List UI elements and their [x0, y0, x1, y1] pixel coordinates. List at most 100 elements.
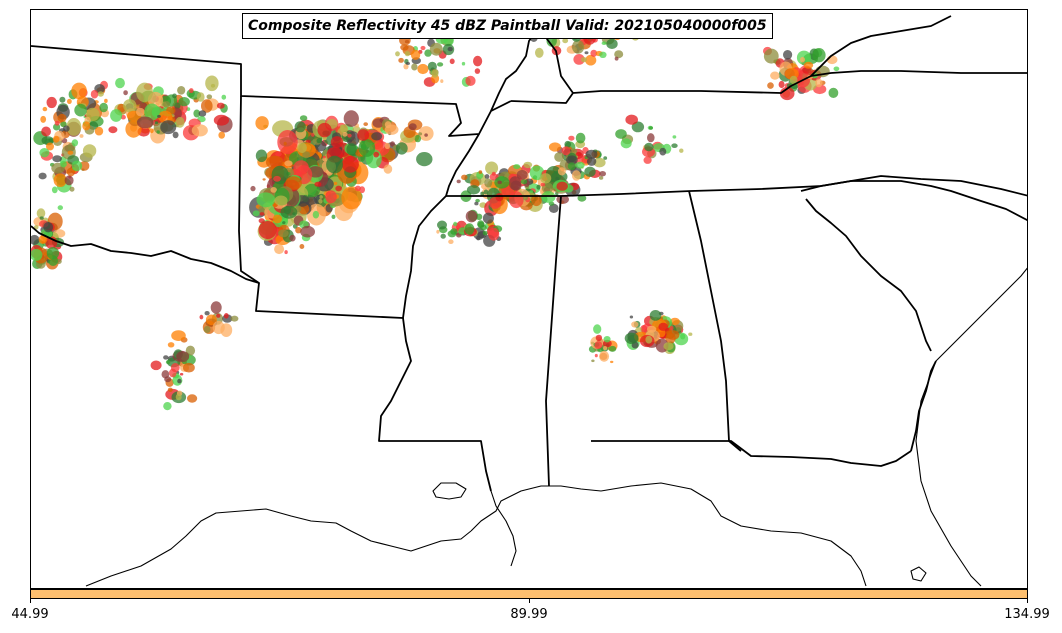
echo-blob — [272, 214, 283, 224]
echo-blob — [39, 216, 44, 220]
echo-blob — [179, 372, 184, 376]
state-borders — [31, 15, 1027, 492]
echo-blob — [284, 250, 288, 255]
echo-blob — [67, 150, 74, 155]
echo-blob — [497, 180, 502, 185]
echo-blob — [278, 229, 289, 238]
echo-blob — [335, 185, 342, 192]
echo-blob — [474, 68, 481, 74]
echo-blob — [812, 48, 826, 63]
echo-blob — [495, 193, 504, 202]
echo-blob — [400, 44, 409, 51]
mississippi-delta — [490, 490, 517, 567]
echo-blob — [645, 335, 653, 344]
echo-blob — [767, 82, 774, 89]
echo-blob — [465, 210, 478, 223]
echo-blob — [620, 138, 632, 149]
echo-blob — [603, 346, 608, 351]
echo-blob — [540, 182, 546, 187]
border-alabama-georgia — [688, 190, 742, 452]
echo-blob — [416, 152, 433, 167]
echo-blob — [162, 101, 171, 108]
echo-blob — [828, 87, 839, 98]
echo-blob — [110, 109, 123, 122]
echo-blob — [466, 185, 481, 195]
colorbar — [30, 589, 1028, 599]
echo-blob — [371, 132, 383, 141]
echo-blob — [447, 46, 453, 52]
echo-blob — [410, 49, 421, 61]
echo-blob — [580, 57, 587, 63]
atlantic-coast-carolinas — [935, 267, 1027, 362]
echo-blob — [573, 54, 585, 65]
echo-blob — [201, 99, 213, 113]
echo-blob — [540, 173, 552, 184]
echo-blob — [424, 133, 428, 137]
echo-blob — [516, 169, 528, 180]
echo-blob — [440, 233, 446, 239]
echo-blob — [167, 342, 175, 348]
echo-blob — [115, 77, 125, 89]
echo-blob — [529, 190, 534, 194]
echo-blob — [265, 155, 284, 169]
echo-blob — [340, 124, 344, 129]
echo-blob — [230, 315, 239, 322]
echo-blob — [205, 75, 219, 92]
echo-blob — [258, 218, 265, 224]
echo-blob — [629, 315, 634, 319]
echo-blob — [484, 178, 493, 188]
echo-blob — [270, 187, 278, 193]
echo-blob — [274, 244, 285, 255]
echo-blob — [475, 213, 483, 220]
echo-blob — [136, 107, 145, 117]
echo-blob — [669, 326, 674, 331]
coastline — [85, 267, 1027, 587]
echo-blob — [123, 99, 137, 113]
lake-okeechobee — [910, 566, 927, 582]
echo-blob — [74, 103, 87, 117]
echo-blob — [221, 94, 227, 100]
echo-blob — [41, 126, 51, 137]
echo-blob — [671, 143, 678, 148]
echo-blob — [314, 181, 322, 187]
echo-blob — [424, 49, 432, 57]
echo-blob — [663, 342, 674, 351]
echo-blob — [154, 121, 159, 125]
echo-blob — [318, 198, 323, 204]
echo-blob — [66, 118, 82, 136]
echo-blob — [31, 248, 43, 261]
echo-blob — [536, 184, 541, 190]
echo-blob — [57, 205, 63, 211]
echo-blob — [403, 63, 409, 70]
echo-blob — [478, 170, 483, 174]
echo-blob — [38, 235, 48, 244]
echo-blob — [476, 235, 481, 241]
echo-blob — [258, 221, 277, 239]
echo-blob — [770, 71, 780, 80]
echo-blob — [156, 130, 160, 134]
echo-blob — [57, 113, 67, 123]
echo-blob — [165, 360, 171, 365]
echo-blob — [603, 156, 608, 160]
echo-blob — [125, 120, 142, 138]
echo-blob — [404, 51, 411, 57]
echo-blob — [510, 180, 522, 191]
echo-blob — [218, 131, 225, 139]
echo-blob — [557, 167, 566, 176]
echo-blob — [672, 135, 677, 139]
colorbar-tick-right — [1027, 599, 1028, 603]
echo-blob — [123, 90, 128, 96]
echo-blob — [220, 323, 233, 337]
echo-blob — [357, 129, 370, 141]
echo-blob — [342, 131, 348, 137]
echo-blob — [255, 116, 269, 131]
echo-blob — [317, 122, 332, 138]
echo-blob — [71, 160, 83, 172]
echo-blob — [437, 62, 444, 67]
echo-blob — [631, 121, 645, 133]
echo-blob — [280, 205, 298, 219]
echo-blob — [541, 191, 556, 203]
echo-blob — [172, 93, 177, 99]
echo-blob — [575, 161, 585, 169]
echo-blob — [513, 164, 521, 170]
